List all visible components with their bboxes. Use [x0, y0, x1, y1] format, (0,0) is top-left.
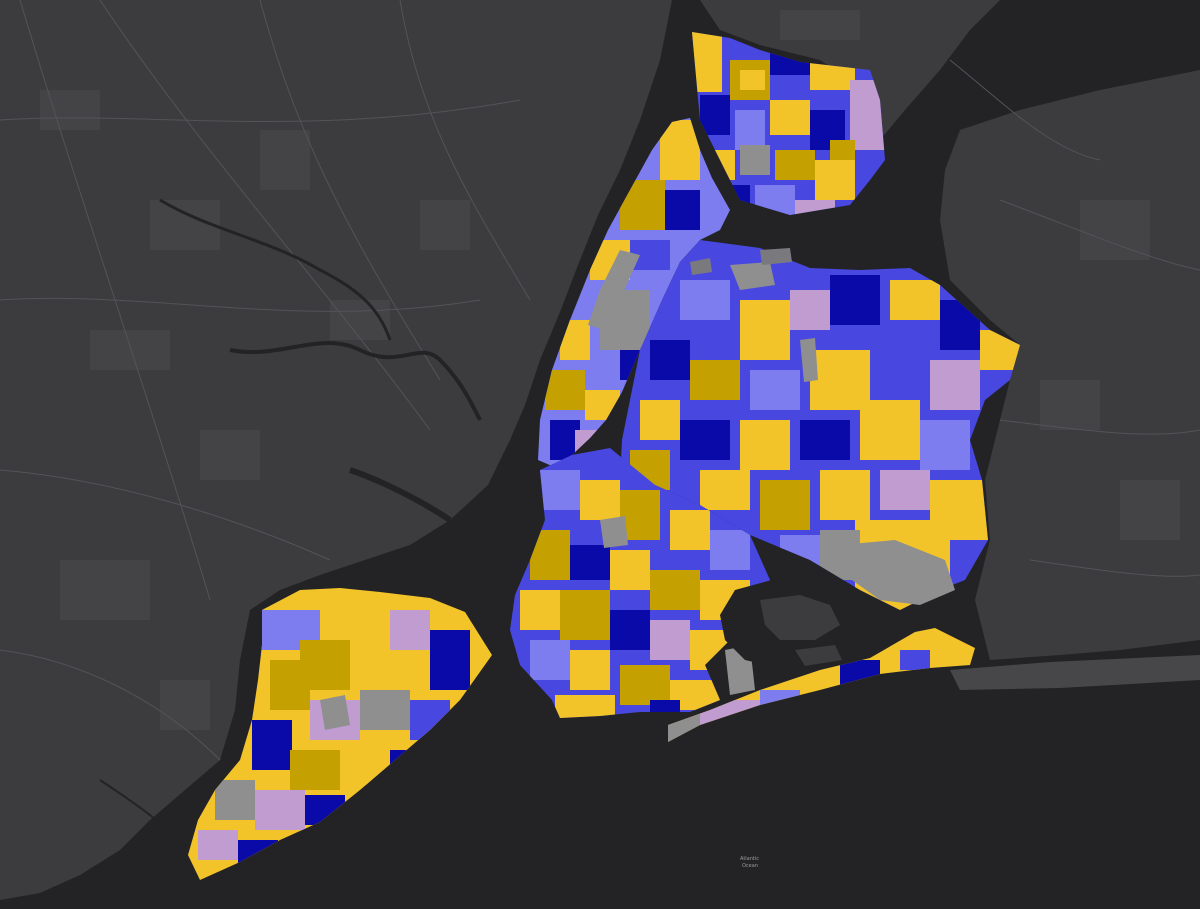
parks-and-airports [320, 250, 955, 730]
prospect-park [600, 516, 628, 548]
east-river-islands [690, 248, 792, 275]
water-labels: Atlantic Ocean [740, 856, 759, 869]
roads [0, 0, 1200, 761]
long-beach-barrier [950, 655, 1200, 690]
central-park [588, 250, 640, 330]
nj-rivers [99, 198, 482, 851]
ocean-label-line-1: Atlantic [740, 856, 759, 862]
ocean-label-line-2: Ocean [742, 863, 758, 869]
jfk-airport [840, 540, 955, 605]
laguardia-airport [730, 262, 775, 290]
greenbelt-staten-island [320, 695, 350, 730]
flushing-meadows [800, 338, 818, 382]
jamaica-bay [720, 575, 880, 668]
